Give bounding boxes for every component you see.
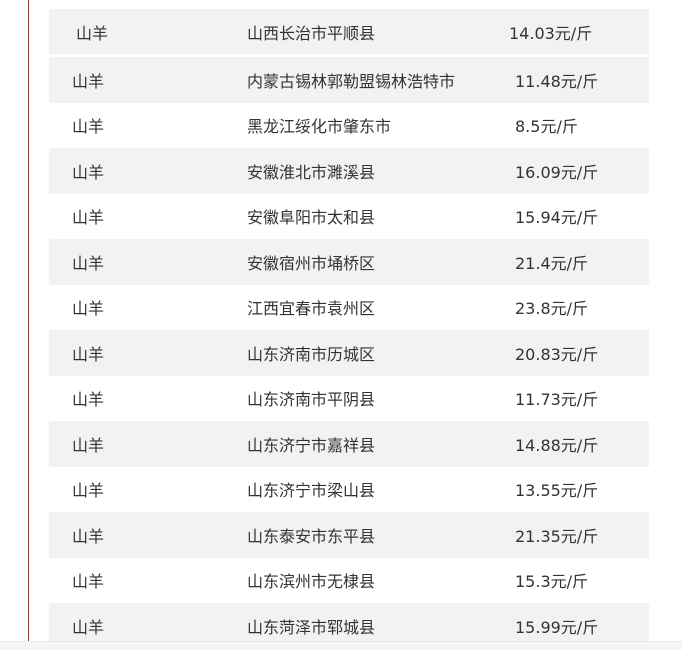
price-cell: 15.94元/斤 <box>515 208 599 228</box>
price-cell: 14.88元/斤 <box>515 435 599 455</box>
table-row: 山羊 山东济南市历城区 20.83元/斤 <box>49 330 649 376</box>
price-cell: 21.35元/斤 <box>515 526 599 546</box>
location-cell: 山东泰安市东平县 <box>247 526 376 546</box>
animal-cell: 山羊 <box>72 481 105 501</box>
table-row: 山羊 山东济南市平阴县 11.73元/斤 <box>49 376 649 422</box>
price-cell: 11.73元/斤 <box>515 390 599 410</box>
animal-cell: 山羊 <box>72 572 105 592</box>
price-cell: 15.99元/斤 <box>515 617 599 637</box>
price-table: 山羊 山西长治市平顺县 14.03元/斤 山羊 内蒙古锡林郭勒盟锡林浩特市 11.48元/… <box>49 9 649 649</box>
table-row: 山羊 山西长治市平顺县 14.03元/斤 <box>49 9 649 54</box>
bottom-bar <box>0 641 682 650</box>
table-row: 山羊 内蒙古锡林郭勒盟锡林浩特市 11.48元/斤 <box>49 57 649 103</box>
price-cell: 11.48元/斤 <box>515 71 599 91</box>
animal-cell: 山羊 <box>72 117 105 137</box>
table-row: 山羊 安徽淮北市濉溪县 16.09元/斤 <box>49 148 649 194</box>
location-cell: 安徽淮北市濉溪县 <box>247 162 376 182</box>
table-row: 山羊 山东济宁市梁山县 13.55元/斤 <box>49 467 649 513</box>
location-cell: 山东济宁市梁山县 <box>247 481 376 501</box>
location-cell: 安徽阜阳市太和县 <box>247 208 376 228</box>
animal-cell: 山羊 <box>72 435 105 455</box>
table-row: 山羊 黑龙江绥化市肇东市 8.5元/斤 <box>49 103 649 149</box>
location-cell: 江西宜春市袁州区 <box>247 299 376 319</box>
price-cell: 14.03元/斤 <box>509 23 593 43</box>
animal-cell: 山羊 <box>72 162 105 182</box>
animal-cell: 山羊 <box>72 208 105 228</box>
table-row: 山羊 安徽阜阳市太和县 15.94元/斤 <box>49 194 649 240</box>
animal-cell: 山羊 <box>72 299 105 319</box>
animal-cell: 山羊 <box>72 390 105 410</box>
price-cell: 8.5元/斤 <box>515 117 578 137</box>
location-cell: 山东济南市历城区 <box>247 344 376 364</box>
location-cell: 内蒙古锡林郭勒盟锡林浩特市 <box>247 71 456 91</box>
location-cell: 山东济南市平阴县 <box>247 390 376 410</box>
animal-cell: 山羊 <box>72 253 105 273</box>
table-row: 山羊 江西宜春市袁州区 23.8元/斤 <box>49 285 649 331</box>
location-cell: 黑龙江绥化市肇东市 <box>247 117 392 137</box>
location-cell: 山东济宁市嘉祥县 <box>247 435 376 455</box>
table-row: 山羊 山东济宁市嘉祥县 14.88元/斤 <box>49 421 649 467</box>
left-border-line <box>28 0 29 649</box>
location-cell: 安徽宿州市埇桥区 <box>247 253 376 273</box>
table-row: 山羊 山东泰安市东平县 21.35元/斤 <box>49 512 649 558</box>
animal-cell: 山羊 <box>72 617 105 637</box>
table-row: 山羊 山东滨州市无棣县 15.3元/斤 <box>49 558 649 604</box>
table-row: 山羊 安徽宿州市埇桥区 21.4元/斤 <box>49 239 649 285</box>
animal-cell: 山羊 <box>72 344 105 364</box>
location-cell: 山西长治市平顺县 <box>247 23 376 43</box>
price-cell: 20.83元/斤 <box>515 344 599 364</box>
price-cell: 15.3元/斤 <box>515 572 589 592</box>
location-cell: 山东滨州市无棣县 <box>247 572 376 592</box>
price-cell: 23.8元/斤 <box>515 299 589 319</box>
animal-cell: 山羊 <box>76 23 109 43</box>
animal-cell: 山羊 <box>72 526 105 546</box>
price-cell: 16.09元/斤 <box>515 162 599 182</box>
table-row: 山羊 山东菏泽市郓城县 15.99元/斤 <box>49 603 649 649</box>
location-cell: 山东菏泽市郓城县 <box>247 617 376 637</box>
price-cell: 21.4元/斤 <box>515 253 589 273</box>
price-cell: 13.55元/斤 <box>515 481 599 501</box>
animal-cell: 山羊 <box>72 71 105 91</box>
